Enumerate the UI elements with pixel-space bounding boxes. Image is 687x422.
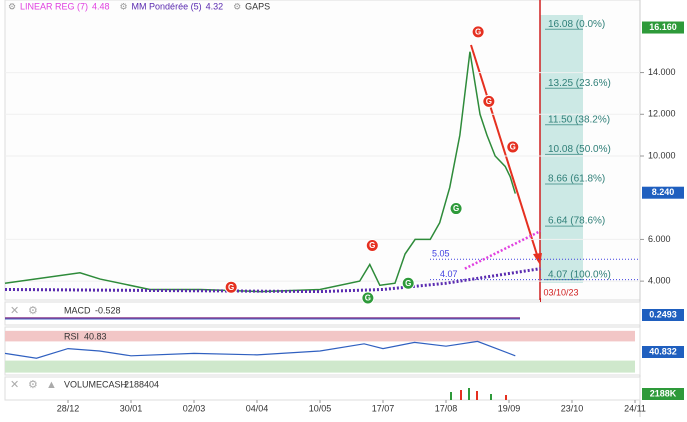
volume-bar [450, 392, 452, 400]
up-icon[interactable]: ▲ [46, 379, 57, 391]
fib-label: 8.66 (61.8%) [548, 174, 605, 185]
x-tick-label: 17/08 [435, 403, 458, 413]
fib-zone [540, 15, 583, 283]
macd-title: MACD [64, 305, 91, 315]
settings-icon[interactable]: ⚙ [28, 305, 38, 317]
macd-last-box [642, 309, 684, 321]
macd-value: -0.528 [95, 305, 121, 315]
signal [471, 25, 485, 39]
volume-bar [476, 391, 478, 400]
legend-value: 4.32 [206, 1, 224, 11]
x-tick-label: 30/01 [120, 403, 143, 413]
x-tick-label: 17/07 [372, 403, 395, 413]
y-tick-label: 10.000 [648, 150, 676, 160]
signal [365, 238, 379, 252]
signal [506, 140, 520, 154]
x-tick-label: 28/12 [57, 403, 80, 413]
signal-label: G [475, 28, 481, 37]
series-line [4, 267, 541, 294]
y-tick-label: 6.000 [648, 234, 671, 244]
y-tick-label: 4.000 [648, 276, 671, 286]
close-icon[interactable]: ✕ [10, 379, 19, 391]
trend-arrow [470, 44, 539, 259]
signal-label: G [228, 283, 234, 292]
rsi-title: RSI [64, 331, 79, 341]
macd-last: 0.2493 [649, 309, 677, 319]
volume-panel [4, 376, 641, 401]
rsi-value: 40.83 [84, 331, 107, 341]
signal [361, 291, 375, 305]
close-icon[interactable]: ✕ [10, 305, 19, 317]
target-date: 03/10/23 [544, 287, 579, 297]
price-box-label: 8.240 [652, 187, 675, 197]
price-box [642, 21, 684, 34]
fib-label: 11.50 (38.2%) [548, 114, 610, 125]
rsi-last: 40.832 [649, 346, 677, 356]
settings-icon[interactable]: ⚙ [28, 379, 38, 391]
legend-icon: ⚙ [120, 1, 128, 11]
signal [482, 94, 496, 108]
x-tick-label: 02/03 [183, 403, 206, 413]
signal-label: G [369, 241, 375, 250]
x-tick-label: 04/04 [246, 403, 269, 413]
legend-icon: ⚙ [8, 1, 16, 11]
x-tick-label: 23/10 [561, 403, 584, 413]
signal [224, 280, 238, 294]
level-label: 5.05 [432, 249, 450, 259]
signal-label: G [510, 143, 516, 152]
y-tick-label: 12.000 [648, 109, 676, 119]
signal-label: G [365, 294, 371, 303]
x-tick-label: 19/09 [498, 403, 521, 413]
fib-label: 13.25 (23.6%) [548, 78, 611, 89]
signal-label: G [453, 204, 459, 213]
series-line [4, 340, 516, 359]
legend-icon: ⚙ [233, 1, 241, 11]
rsi-overbought [5, 330, 635, 342]
x-tick-label: 24/11 [624, 403, 646, 413]
volume-bar [460, 390, 462, 400]
arrow-head [533, 253, 542, 265]
volume-value: 2188404 [124, 379, 159, 389]
price-box [642, 186, 684, 199]
volume-last: 2188K [650, 388, 677, 398]
signal-label: G [405, 279, 411, 288]
legend-name: MM Pondérée (5) [132, 1, 202, 11]
signal [401, 276, 415, 290]
fib-label: 4.07 (100.0%) [548, 269, 611, 280]
volume-bar [468, 388, 470, 400]
main-panel [4, 0, 641, 301]
volume-last-box [642, 388, 684, 400]
legend-name: LINEAR REG (7) [20, 1, 88, 11]
volume-bar [505, 395, 507, 400]
level-label: 4.07 [440, 269, 458, 279]
volume-bars [450, 388, 507, 400]
y-tick-label: 14.000 [648, 67, 676, 77]
legend-name: GAPS [245, 1, 270, 11]
fib-label: 6.64 (78.6%) [548, 216, 605, 227]
signal [449, 202, 463, 216]
volume-bar [490, 394, 492, 400]
legend-value: 4.48 [92, 1, 110, 11]
x-tick-label: 10/05 [309, 403, 332, 413]
fib-label: 16.08 (0.0%) [548, 19, 605, 30]
rsi-oversold [5, 360, 635, 373]
volume-title: VOLUMECASH [64, 379, 127, 389]
price-box-label: 16.160 [649, 22, 677, 32]
signal-label: G [486, 97, 492, 106]
rsi-last-box [642, 346, 684, 358]
fib-label: 10.08 (50.0%) [548, 144, 611, 155]
